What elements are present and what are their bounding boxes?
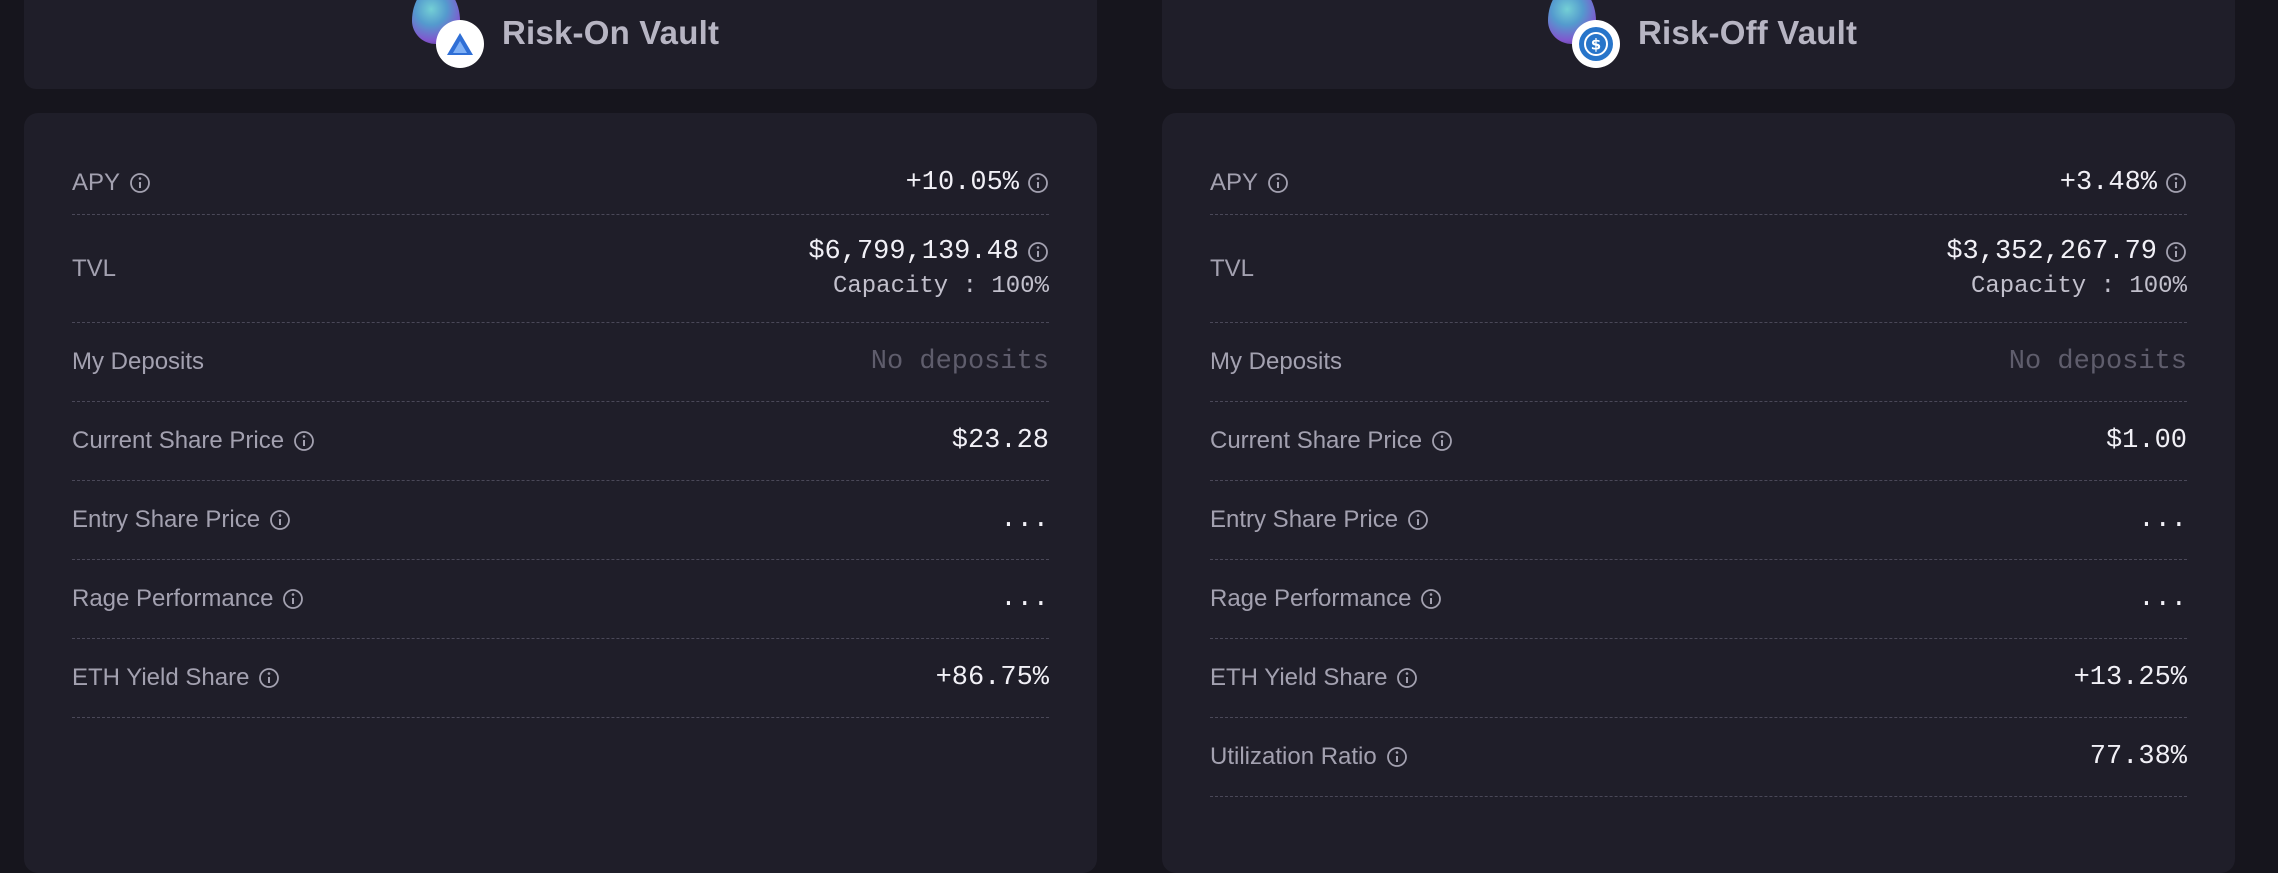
eth-yield-share-value: +13.25% — [2073, 663, 2187, 693]
vault-header: Risk-On Vault — [24, 0, 1097, 89]
info-icon[interactable] — [258, 667, 280, 689]
tvl-label: TVL — [1210, 254, 1255, 282]
eth-yield-share-label: ETH Yield Share — [72, 664, 250, 691]
apy-label: APY — [1210, 169, 1259, 196]
risk-on-vault-column: Risk-On Vault APY +10.05% TVL $6,799,139… — [24, 0, 1097, 873]
deposits-label: My Deposits — [1210, 348, 1343, 375]
utilization-ratio-label: Utilization Ratio — [1210, 743, 1377, 770]
deposits-row: My Deposits No deposits — [1210, 323, 2187, 402]
vault-stats-card: APY +3.48% TVL $3,352,267.79 Capacity : … — [1162, 113, 2235, 873]
apy-label: APY — [72, 169, 121, 196]
eth-yield-share-row: ETH Yield Share +13.25% — [1210, 639, 2187, 718]
rage-performance-row: Rage Performance ... — [72, 560, 1049, 639]
triangle-token-icon — [436, 20, 484, 68]
info-icon[interactable] — [1431, 430, 1453, 452]
current-share-price-value: $23.28 — [951, 426, 1049, 456]
current-share-price-label: Current Share Price — [1210, 427, 1423, 454]
deposits-value: No deposits — [2008, 347, 2187, 377]
rage-performance-value: ... — [1000, 584, 1049, 614]
info-icon[interactable] — [1420, 588, 1442, 610]
info-icon[interactable] — [1386, 746, 1408, 768]
vault-stats-card: APY +10.05% TVL $6,799,139.48 Capacity :… — [24, 113, 1097, 873]
vault-header: $ Risk-Off Vault — [1162, 0, 2235, 89]
rage-performance-value: ... — [2138, 584, 2187, 614]
tvl-value: $6,799,139.48 — [808, 237, 1019, 267]
eth-yield-share-value: +86.75% — [935, 663, 1049, 693]
capacity-text: Capacity : 100% — [1970, 273, 2187, 300]
info-icon[interactable] — [1267, 172, 1289, 194]
info-icon[interactable] — [2165, 241, 2187, 263]
deposits-row: My Deposits No deposits — [72, 323, 1049, 402]
info-icon[interactable] — [1027, 172, 1049, 194]
tvl-row: TVL $3,352,267.79 Capacity : 100% — [1210, 215, 2187, 323]
info-icon[interactable] — [1396, 667, 1418, 689]
utilization-ratio-value: 77.38% — [2089, 742, 2187, 772]
current-share-price-label: Current Share Price — [72, 427, 285, 454]
eth-yield-share-row: ETH Yield Share +86.75% — [72, 639, 1049, 718]
svg-text:$: $ — [1591, 36, 1601, 54]
deposits-label: My Deposits — [72, 348, 205, 375]
entry-share-price-row: Entry Share Price ... — [72, 481, 1049, 560]
rage-performance-row: Rage Performance ... — [1210, 560, 2187, 639]
vault-title: Risk-On Vault — [502, 14, 720, 51]
rage-performance-label: Rage Performance — [1210, 585, 1412, 612]
deposits-value: No deposits — [870, 347, 1049, 377]
info-icon[interactable] — [282, 588, 304, 610]
rage-performance-label: Rage Performance — [72, 585, 274, 612]
capacity-text: Capacity : 100% — [832, 273, 1049, 300]
vault-logo — [412, 0, 486, 68]
vault-title: Risk-Off Vault — [1638, 14, 1858, 51]
risk-off-vault-column: $ Risk-Off Vault APY +3.48% TVL $3,352,2… — [1162, 0, 2235, 873]
entry-share-price-label: Entry Share Price — [72, 506, 261, 533]
info-icon[interactable] — [2165, 172, 2187, 194]
current-share-price-row: Current Share Price $1.00 — [1210, 402, 2187, 481]
apy-row: APY +3.48% — [1210, 152, 2187, 215]
apy-value: +3.48% — [2059, 168, 2157, 198]
eth-yield-share-label: ETH Yield Share — [1210, 664, 1388, 691]
usdc-token-icon: $ — [1572, 20, 1620, 68]
info-icon[interactable] — [1027, 241, 1049, 263]
entry-share-price-row: Entry Share Price ... — [1210, 481, 2187, 560]
info-icon[interactable] — [1407, 509, 1429, 531]
current-share-price-row: Current Share Price $23.28 — [72, 402, 1049, 481]
apy-row: APY +10.05% — [72, 152, 1049, 215]
current-share-price-value: $1.00 — [2105, 426, 2187, 456]
info-icon[interactable] — [293, 430, 315, 452]
info-icon[interactable] — [129, 172, 151, 194]
entry-share-price-value: ... — [1000, 505, 1049, 535]
apy-value: +10.05% — [905, 168, 1019, 198]
tvl-value: $3,352,267.79 — [1946, 237, 2157, 267]
info-icon[interactable] — [269, 509, 291, 531]
vault-logo: $ — [1548, 0, 1622, 68]
tvl-label: TVL — [72, 254, 117, 282]
tvl-row: TVL $6,799,139.48 Capacity : 100% — [72, 215, 1049, 323]
utilization-ratio-row: Utilization Ratio 77.38% — [1210, 718, 2187, 797]
entry-share-price-value: ... — [2138, 505, 2187, 535]
entry-share-price-label: Entry Share Price — [1210, 506, 1399, 533]
